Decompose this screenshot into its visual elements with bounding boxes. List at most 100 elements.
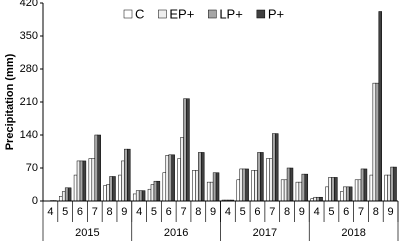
y-tick-label: 0 — [32, 195, 38, 207]
bar — [186, 98, 190, 202]
bar — [124, 148, 128, 202]
bar — [301, 173, 306, 202]
bar — [384, 174, 388, 202]
bar — [254, 170, 258, 202]
legend-label: LP+ — [219, 6, 243, 21]
bar — [343, 186, 347, 202]
x-tick-label: 4 — [314, 206, 320, 218]
bar — [138, 190, 143, 202]
bar — [274, 133, 279, 202]
bar — [82, 160, 87, 202]
bar — [242, 168, 246, 202]
bar — [61, 191, 66, 202]
legend-label: C — [135, 6, 144, 21]
y-tick-label: 140 — [20, 129, 38, 141]
bar — [269, 158, 273, 202]
x-tick-label: 6 — [343, 206, 349, 218]
x-tick-label: 8 — [284, 206, 290, 218]
bar — [183, 98, 187, 202]
bar — [76, 160, 81, 202]
x-tick-label: 6 — [166, 206, 172, 218]
x-tick-label: 4 — [225, 206, 231, 218]
bar — [236, 179, 240, 202]
bar — [135, 190, 140, 202]
bar — [375, 82, 380, 202]
x-tick-label: 5 — [151, 206, 157, 218]
bar — [266, 158, 270, 202]
bar — [103, 185, 107, 202]
bar — [378, 11, 382, 202]
y-tick-label: 210 — [20, 96, 38, 108]
bar — [369, 174, 374, 202]
bar — [79, 160, 84, 202]
bar — [272, 133, 276, 202]
bar — [94, 134, 98, 202]
bar — [251, 170, 255, 202]
bar — [393, 166, 397, 202]
x-tick-label: 5 — [240, 206, 246, 218]
bar — [212, 172, 217, 202]
bar — [209, 181, 214, 202]
x-tick-label: 7 — [180, 206, 186, 218]
bar — [150, 184, 155, 202]
group-label: 2017 — [253, 227, 277, 239]
bar — [192, 170, 196, 202]
x-tick-label: 9 — [388, 206, 394, 218]
bar — [91, 158, 96, 202]
bar — [357, 179, 362, 202]
bar — [109, 176, 113, 202]
bar — [165, 155, 169, 202]
bar — [88, 158, 93, 202]
x-tick-label: 6 — [77, 206, 83, 218]
y-tick-label: 70 — [26, 162, 38, 174]
bar — [156, 180, 161, 202]
bar — [127, 148, 131, 202]
y-tick-label: 420 — [20, 0, 38, 9]
legend-swatch — [158, 9, 167, 19]
bar — [325, 186, 329, 202]
bar — [280, 179, 285, 202]
x-tick-label: 6 — [254, 206, 260, 218]
bar — [348, 186, 353, 202]
x-tick-label: 9 — [299, 206, 305, 218]
bar — [73, 174, 78, 202]
bar — [340, 191, 344, 202]
bar — [215, 172, 220, 202]
bar — [195, 170, 199, 202]
bar — [132, 193, 137, 202]
x-tick-label: 7 — [269, 206, 275, 218]
legend-swatch — [123, 9, 133, 19]
bar — [260, 152, 264, 202]
legend-label: EP+ — [169, 6, 194, 21]
legend-label: P+ — [268, 6, 284, 21]
bar — [112, 176, 116, 202]
x-tick-label: 9 — [121, 206, 127, 218]
bar — [180, 137, 184, 202]
bar — [286, 167, 291, 202]
bar — [162, 172, 167, 202]
bar — [206, 181, 211, 202]
x-tick-label: 8 — [195, 206, 201, 218]
bar — [298, 181, 303, 202]
bar — [59, 196, 63, 202]
bar — [331, 177, 335, 202]
bar — [245, 168, 249, 202]
bar — [201, 152, 205, 202]
bar — [198, 152, 202, 202]
bar — [141, 190, 146, 202]
bar — [345, 186, 350, 202]
x-tick-label: 7 — [92, 206, 98, 218]
x-tick-label: 8 — [107, 206, 113, 218]
x-tick-label: 4 — [136, 206, 142, 218]
bar — [354, 179, 359, 202]
bar — [64, 187, 69, 202]
bar — [257, 152, 261, 202]
y-tick-label: 280 — [20, 63, 38, 75]
bar — [168, 154, 172, 202]
bar — [153, 180, 158, 202]
bar — [313, 196, 317, 202]
bar — [372, 82, 377, 202]
bar — [390, 166, 394, 202]
y-axis-label: Precipitation (mm) — [4, 53, 16, 150]
bar — [67, 187, 72, 202]
